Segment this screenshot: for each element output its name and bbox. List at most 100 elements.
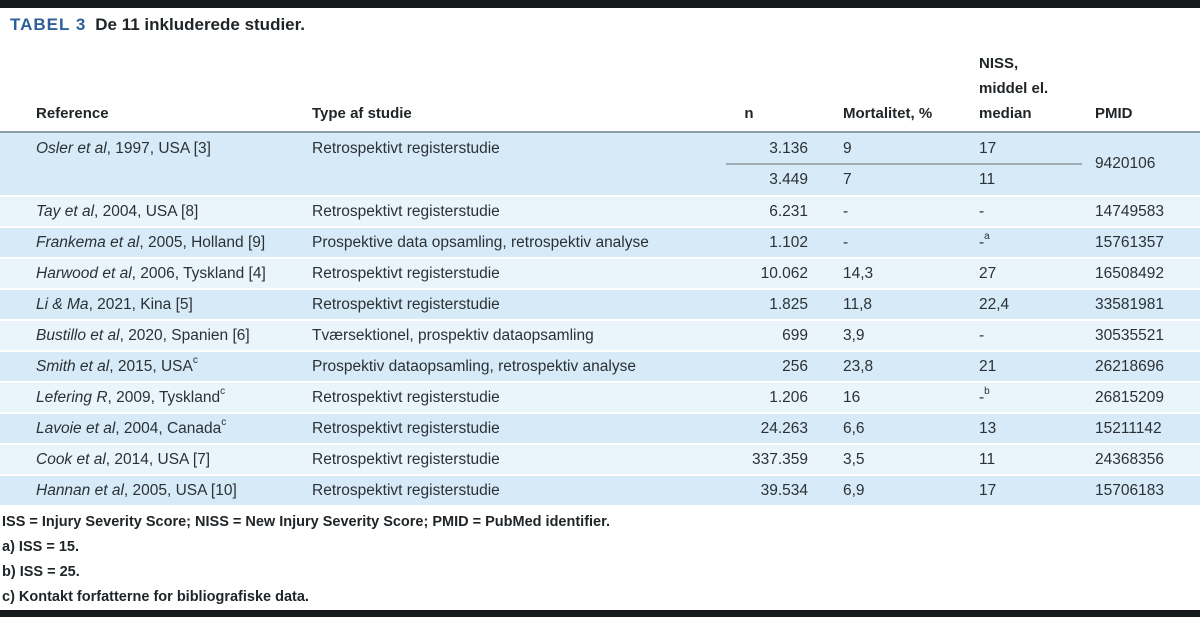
pmid-cell: 9420106: [1095, 155, 1156, 172]
table-row: Osler et al, 1997, USA [3] Retrospektivt …: [0, 133, 1200, 195]
table-row: Li & Ma, 2021, Kina [5] Retrospektivt reg…: [0, 290, 1200, 319]
niss-cell: -a: [979, 231, 990, 251]
pmid-cell: 15761357: [1095, 233, 1164, 251]
superscript-note: a: [984, 231, 990, 243]
reference-cell: Frankema et al, 2005, Holland [9]: [36, 233, 266, 251]
n-cell: 3.136: [769, 139, 808, 157]
reference-cell: Lavoie et al, 2004, Canadac: [36, 417, 227, 437]
table-header-row: Reference Type af studie n Mortalitet, %…: [0, 46, 1200, 131]
reference-cell: Tay et al, 2004, USA [8]: [36, 202, 199, 220]
superscript-note: c: [192, 355, 198, 367]
table-title: TABEL 3 De 11 inkluderede studier.: [10, 15, 305, 35]
mortality-cell: 3,5: [843, 450, 865, 468]
pmid-cell: 33581981: [1095, 295, 1164, 313]
table-subrow: 3.449 7 11: [0, 164, 1200, 195]
study-type-cell: Retrospektivt registerstudie: [312, 419, 500, 437]
reference-authors: Cook et al: [36, 450, 106, 468]
column-header-reference: Reference: [36, 105, 109, 122]
niss-cell: 17: [979, 139, 997, 157]
reference-authors: Harwood et al: [36, 264, 132, 282]
study-type-cell: Prospektiv dataopsamling, retrospektiv a…: [312, 357, 636, 375]
column-header-pmid: PMID: [1095, 105, 1133, 122]
table-row: Bustillo et al, 2020, Spanien [6] Tværsek…: [0, 321, 1200, 350]
pmid-cell: 14749583: [1095, 202, 1164, 220]
reference-authors: Lavoie et al: [36, 419, 116, 437]
mortality-cell: 16: [843, 388, 861, 406]
reference-authors: Frankema et al: [36, 233, 140, 251]
column-header-n: n: [744, 105, 754, 122]
mortality-cell: 14,3: [843, 264, 874, 282]
column-header-type: Type af studie: [312, 105, 412, 122]
study-type-cell: Retrospektivt registerstudie: [312, 264, 500, 282]
reference-authors: Bustillo et al: [36, 326, 120, 344]
table-row: Cook et al, 2014, USA [7] Retrospektivt r…: [0, 445, 1200, 474]
mortality-cell: 11,8: [843, 295, 873, 313]
study-type-cell: Retrospektivt registerstudie: [312, 450, 500, 468]
mortality-cell: 3,9: [843, 326, 865, 344]
table-title-text: De 11 inkluderede studier.: [95, 15, 306, 34]
reference-cell: Hannan et al, 2005, USA [10]: [36, 481, 237, 499]
mortality-cell: 23,8: [843, 357, 874, 375]
table-row: Lavoie et al, 2004, Canadac Retrospektivt…: [0, 414, 1200, 443]
niss-cell: 13: [979, 419, 997, 437]
mortality-cell: -: [843, 202, 849, 220]
study-type-cell: Retrospektivt registerstudie: [312, 388, 500, 406]
table-number-label: TABEL 3: [10, 15, 87, 34]
table-row: Tay et al, 2004, USA [8] Retrospektivt re…: [0, 197, 1200, 226]
study-type-cell: Prospektive data opsamling, retrospektiv…: [312, 233, 649, 251]
reference-authors: Hannan et al: [36, 481, 124, 499]
reference-cell: Lefering R, 2009, Tysklandc: [36, 386, 226, 406]
top-border-bar: [0, 0, 1200, 8]
reference-authors: Smith et al: [36, 357, 110, 375]
header-underline: [0, 131, 1200, 133]
n-cell: 6.231: [769, 202, 808, 220]
table-row: Hannan et al, 2005, USA [10] Retrospektiv…: [0, 476, 1200, 505]
table-row: Lefering R, 2009, Tysklandc Retrospektivt…: [0, 383, 1200, 412]
niss-cell: 17: [979, 481, 997, 499]
column-header-mortality: Mortalitet, %: [843, 105, 933, 122]
bottom-border-bar: [0, 610, 1200, 617]
pmid-cell: 16508492: [1095, 264, 1164, 282]
n-cell: 10.062: [760, 264, 808, 282]
mortality-cell: 7: [843, 170, 852, 188]
table-row: Frankema et al, 2005, Holland [9] Prospek…: [0, 228, 1200, 257]
reference-cell: Osler et al, 1997, USA [3]: [36, 139, 211, 157]
n-cell: 39.534: [760, 481, 808, 499]
reference-authors: Osler et al: [36, 139, 107, 157]
table-row: Harwood et al, 2006, Tyskland [4] Retrosp…: [0, 259, 1200, 288]
niss-cell: 21: [979, 357, 997, 375]
study-type-cell: Retrospektivt registerstudie: [312, 202, 500, 220]
column-header-niss-line1: NISS,: [979, 55, 1019, 72]
pmid-cell: 15211142: [1095, 419, 1162, 437]
n-cell: 1.825: [769, 295, 808, 313]
mortality-cell: 6,6: [843, 419, 865, 437]
pmid-cell: 26218696: [1095, 357, 1164, 375]
niss-cell: -: [979, 326, 985, 344]
n-cell: 337.359: [751, 450, 808, 468]
n-cell: 1.102: [769, 233, 808, 251]
pmid-cell: 15706183: [1095, 481, 1164, 499]
study-type-cell: Retrospektivt registerstudie: [312, 139, 500, 157]
niss-cell: -b: [979, 386, 990, 406]
niss-cell: 11: [979, 170, 996, 188]
study-type-cell: Retrospektivt registerstudie: [312, 481, 500, 499]
reference-cell: Smith et al, 2015, USAc: [36, 355, 198, 375]
footnote-a: a) ISS = 15.: [2, 539, 79, 555]
niss-cell: 11: [979, 450, 996, 468]
footnote-c: c) Kontakt forfatterne for bibliografisk…: [2, 589, 309, 605]
reference-authors: Tay et al: [36, 202, 95, 220]
mortality-cell: -: [843, 233, 849, 251]
reference-cell: Bustillo et al, 2020, Spanien [6]: [36, 326, 250, 344]
mortality-cell: 9: [843, 139, 852, 157]
study-type-cell: Retrospektivt registerstudie: [312, 295, 500, 313]
column-header-niss-line2: middel el.: [979, 80, 1049, 97]
niss-cell: -: [979, 202, 985, 220]
pmid-cell: 24368356: [1095, 450, 1164, 468]
superscript-note: c: [220, 386, 226, 398]
column-header-niss: NISS, middel el. median: [979, 51, 1095, 131]
n-cell: 24.263: [760, 419, 808, 437]
column-header-niss-line3: median: [979, 105, 1032, 122]
footnote-abbreviations: ISS = Injury Severity Score; NISS = New …: [2, 514, 610, 530]
subrow-divider-line: [726, 163, 1082, 165]
niss-cell: 22,4: [979, 295, 1010, 313]
